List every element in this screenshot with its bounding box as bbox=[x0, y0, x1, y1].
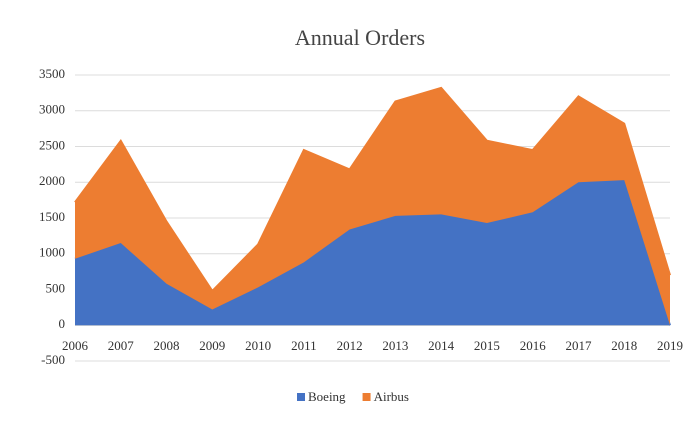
x-tick-label: 2014 bbox=[428, 338, 455, 353]
y-tick-label: 2500 bbox=[39, 137, 65, 152]
x-tick-label: 2012 bbox=[337, 338, 363, 353]
y-tick-label: 1500 bbox=[39, 209, 65, 224]
x-tick-label: 2009 bbox=[199, 338, 225, 353]
y-tick-label: -500 bbox=[41, 352, 65, 367]
x-tick-label: 2018 bbox=[611, 338, 637, 353]
area-edge bbox=[74, 179, 671, 326]
x-tick-label: 2010 bbox=[245, 338, 271, 353]
x-tick-label: 2016 bbox=[520, 338, 547, 353]
y-tick-label: 500 bbox=[46, 280, 66, 295]
y-tick-label: 0 bbox=[59, 316, 66, 331]
x-tick-label: 2008 bbox=[154, 338, 180, 353]
x-tick-label: 2006 bbox=[62, 338, 89, 353]
x-tick-label: 2019 bbox=[657, 338, 683, 353]
area-fill bbox=[75, 87, 670, 326]
legend-label: Airbus bbox=[374, 389, 409, 404]
x-tick-label: 2017 bbox=[565, 338, 592, 353]
x-tick-label: 2007 bbox=[108, 338, 135, 353]
legend-swatch bbox=[297, 393, 305, 401]
y-tick-label: 2000 bbox=[39, 173, 65, 188]
legend-swatch bbox=[362, 393, 371, 401]
chart-title: Annual Orders bbox=[295, 25, 425, 50]
y-tick-label: 3000 bbox=[39, 102, 65, 117]
x-tick-label: 2015 bbox=[474, 338, 500, 353]
x-tick-label: 2011 bbox=[291, 338, 317, 353]
x-tick-label: 2013 bbox=[382, 338, 408, 353]
area-fill bbox=[75, 180, 670, 326]
legend-label: Boeing bbox=[308, 389, 346, 404]
area-edge bbox=[74, 86, 671, 293]
y-tick-label: 1000 bbox=[39, 245, 65, 260]
y-tick-label: 3500 bbox=[39, 66, 65, 81]
